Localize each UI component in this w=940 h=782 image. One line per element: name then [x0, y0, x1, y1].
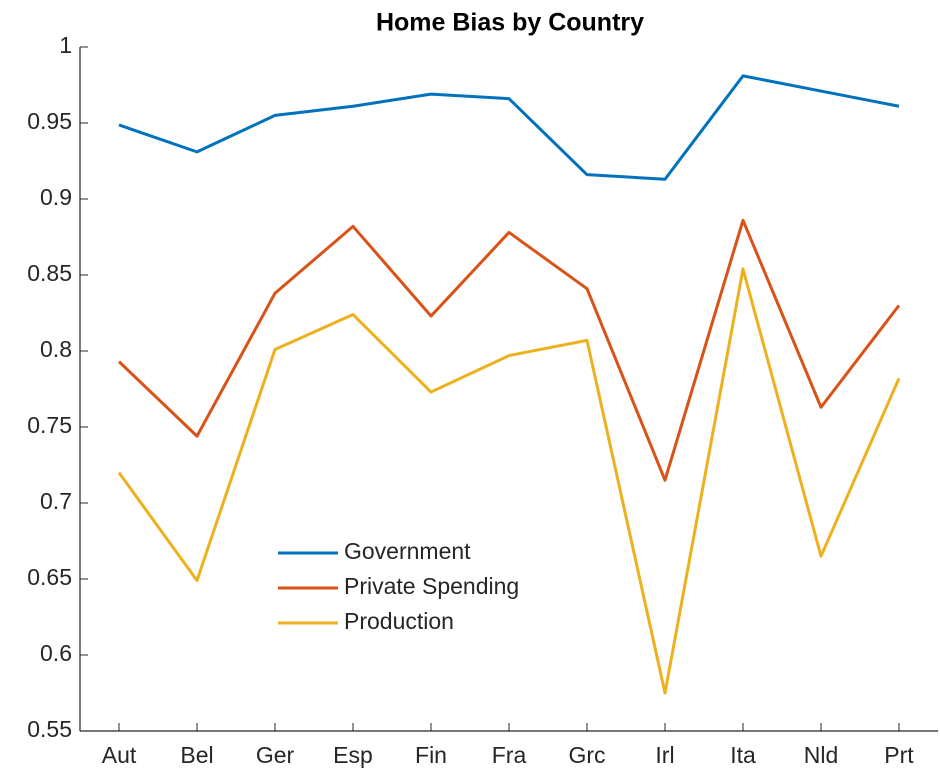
x-tick-label: Nld — [804, 742, 839, 768]
x-tick-label: Ger — [256, 742, 295, 768]
line-series — [117, 267, 901, 695]
y-tick-label: 1 — [59, 32, 72, 58]
x-tick-label: Fin — [415, 742, 447, 768]
y-tick-label: 0.8 — [40, 336, 72, 362]
legend-label: Private Spending — [344, 573, 519, 599]
y-tick-label: 0.65 — [27, 564, 72, 590]
x-tick-label: Bel — [180, 742, 213, 768]
x-tick-label: Prt — [884, 742, 914, 768]
y-tick-label: 0.6 — [40, 640, 72, 666]
x-tick-label: Aut — [102, 742, 137, 768]
legend-label: Government — [344, 538, 471, 564]
y-tick-label: 0.55 — [27, 716, 72, 742]
x-tick-label: Grc — [568, 742, 605, 768]
line-series — [118, 74, 900, 181]
y-tick-label: 0.85 — [27, 260, 72, 286]
x-tick-label: Irl — [655, 742, 674, 768]
legend-label: Production — [344, 608, 454, 634]
y-tick-label: 0.75 — [27, 412, 72, 438]
x-tick-label: Fra — [492, 742, 527, 768]
chart-title: Home Bias by Country — [376, 9, 644, 37]
y-tick-label: 0.95 — [27, 108, 72, 134]
y-tick-label: 0.9 — [40, 184, 72, 210]
line-series — [117, 218, 901, 482]
x-tick-label: Esp — [333, 742, 373, 768]
x-tick-label: Ita — [730, 742, 756, 768]
y-tick-label: 0.7 — [40, 488, 72, 514]
